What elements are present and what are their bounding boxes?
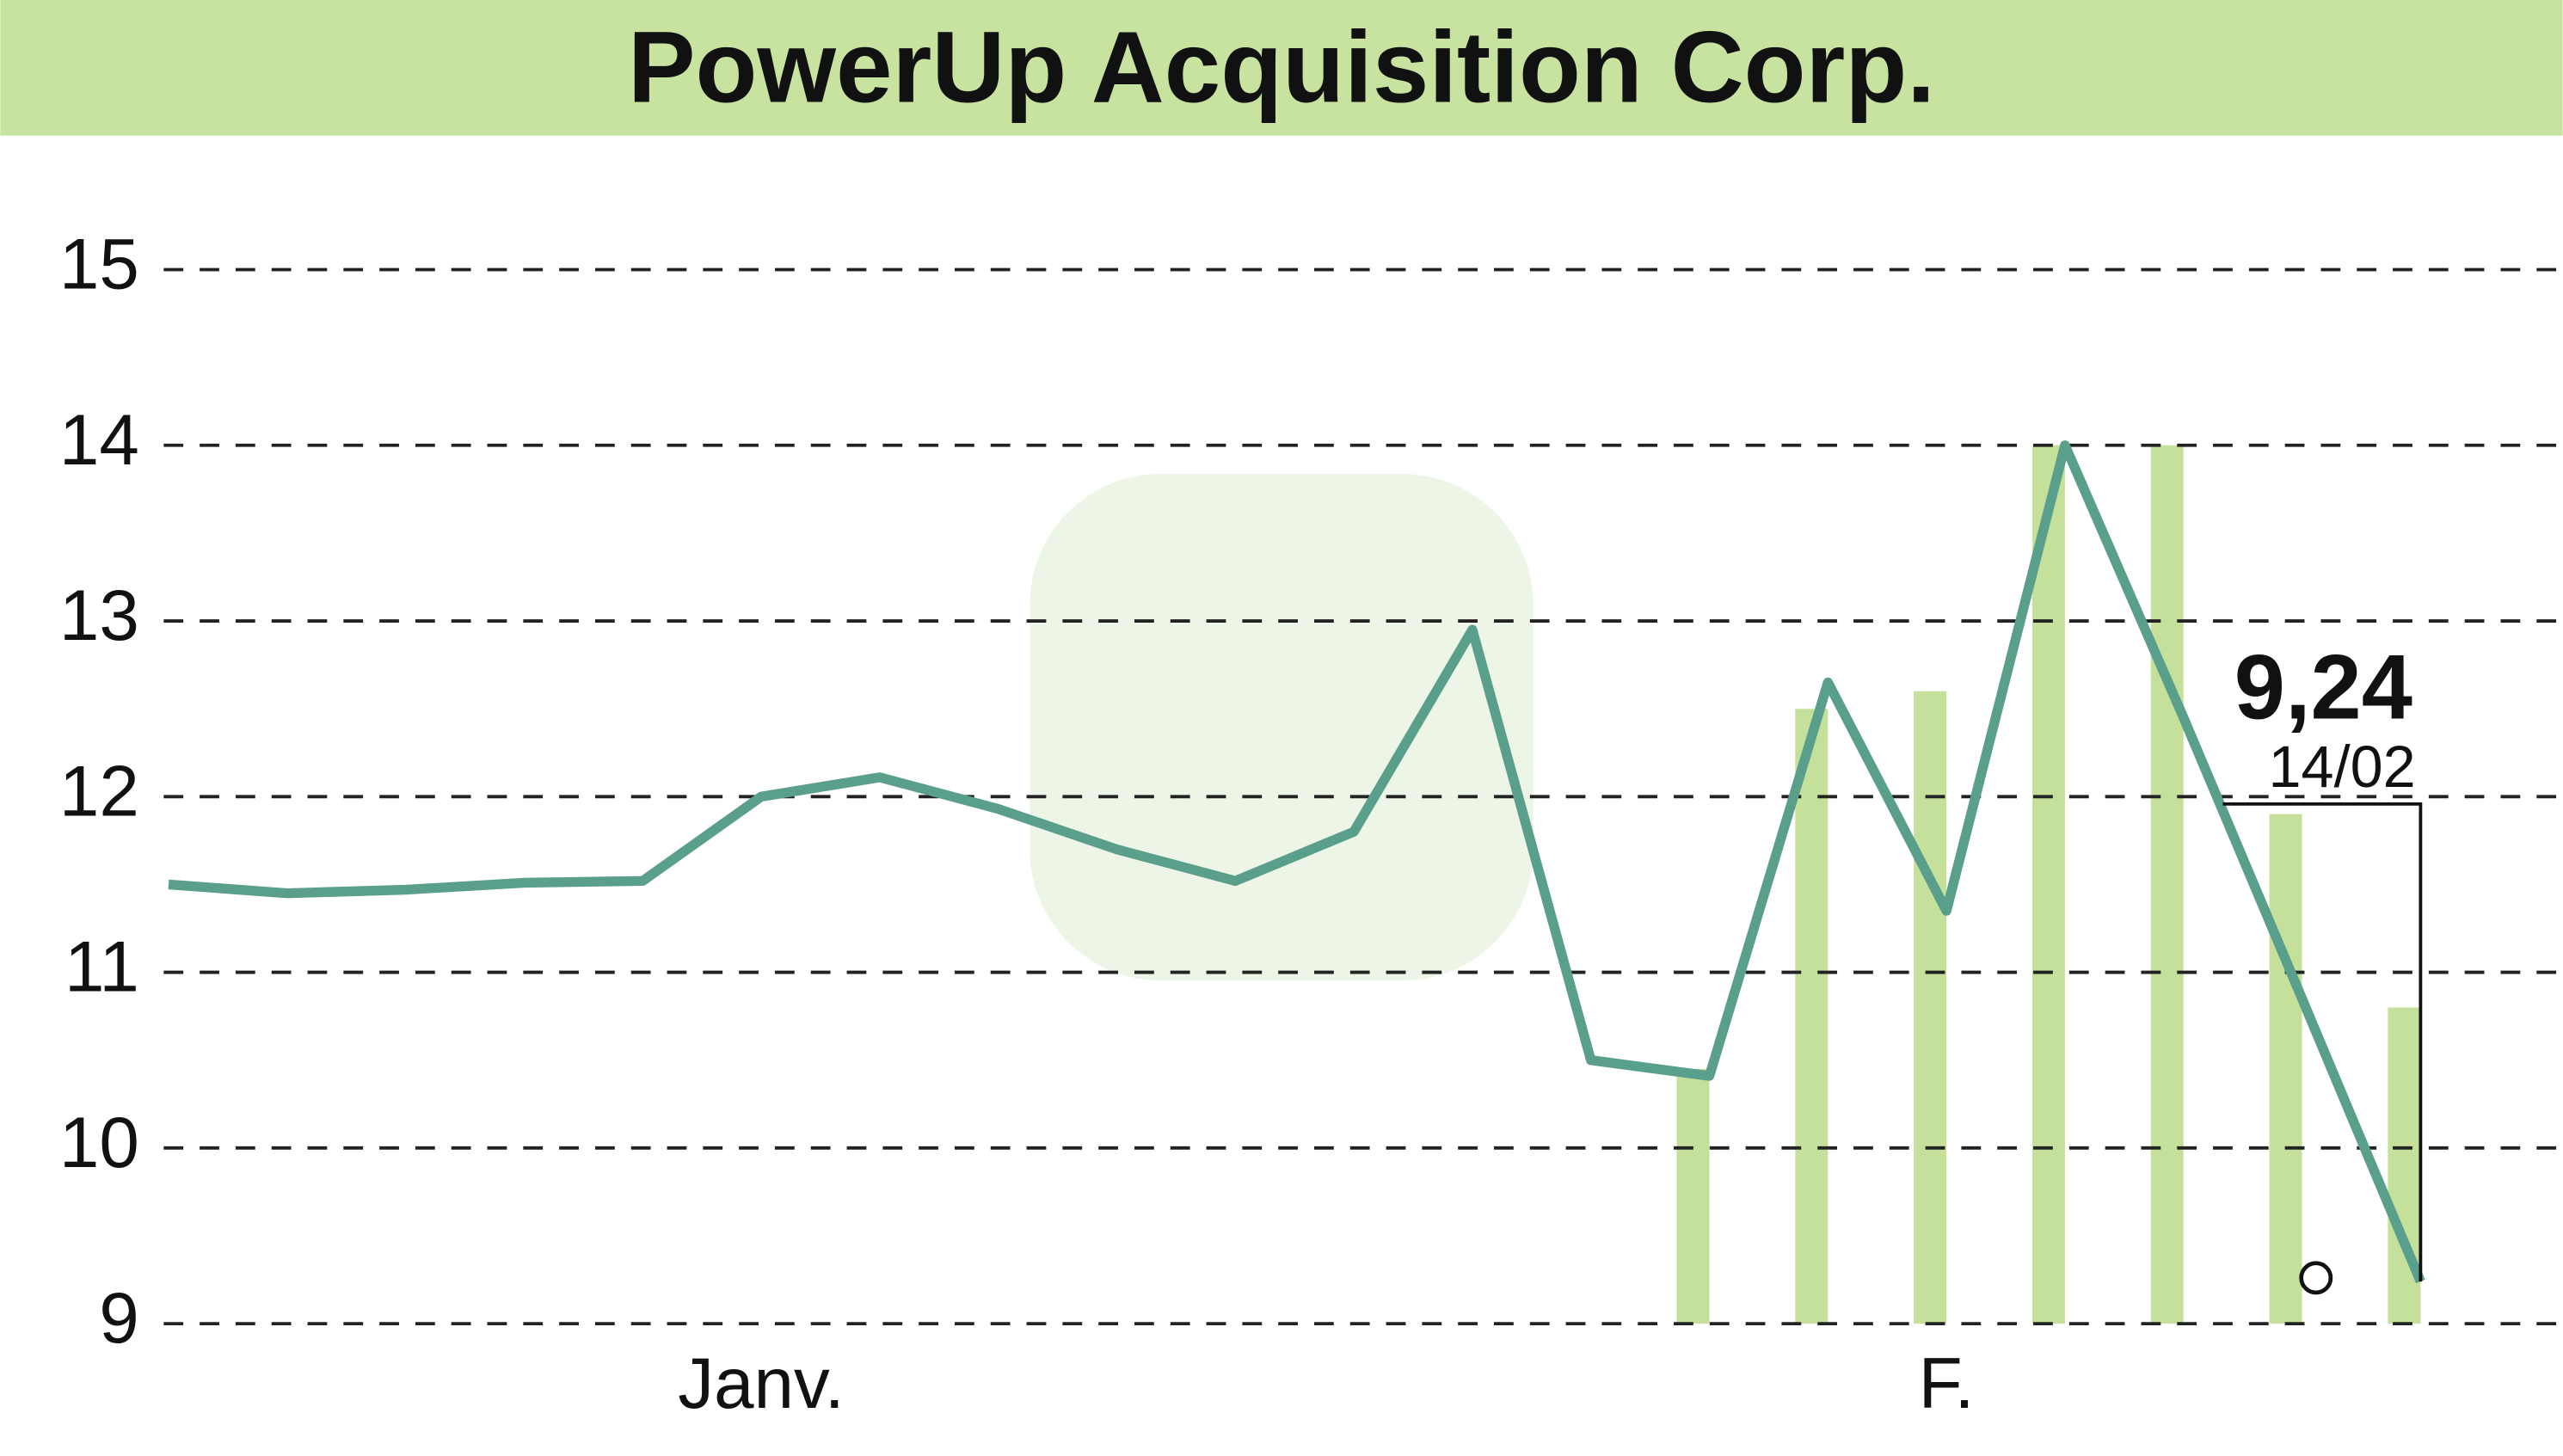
last-marker — [2299, 1261, 2333, 1295]
y-tick-label: 13 — [59, 574, 139, 655]
price-line — [168, 440, 2425, 1284]
y-tick-label: 10 — [59, 1102, 139, 1183]
x-tick-label: Janv. — [678, 1342, 845, 1423]
chart-title: PowerUp Acquisition Corp. — [628, 10, 1935, 124]
annotation-value: 9,24 — [2234, 636, 2412, 739]
volume-bar — [2269, 814, 2302, 1324]
volume-bar — [1914, 691, 1947, 1324]
annotation-date: 14/02 — [2269, 734, 2416, 800]
annotation-leader — [2222, 802, 2423, 1282]
volume-bar — [2150, 445, 2184, 1324]
y-tick-label: 15 — [59, 224, 139, 304]
title-band — [0, 0, 2563, 136]
y-tick-label: 12 — [59, 750, 139, 831]
volume-bar — [1676, 1068, 1710, 1324]
volume-bar — [2031, 445, 2065, 1324]
y-tick-label: 9 — [99, 1277, 139, 1358]
volume-bar — [1795, 709, 1829, 1324]
y-tick-label: 11 — [65, 926, 139, 1007]
watermark — [1030, 474, 1533, 981]
y-tick-label: 14 — [59, 399, 139, 480]
x-tick-label: F. — [1919, 1342, 1975, 1423]
